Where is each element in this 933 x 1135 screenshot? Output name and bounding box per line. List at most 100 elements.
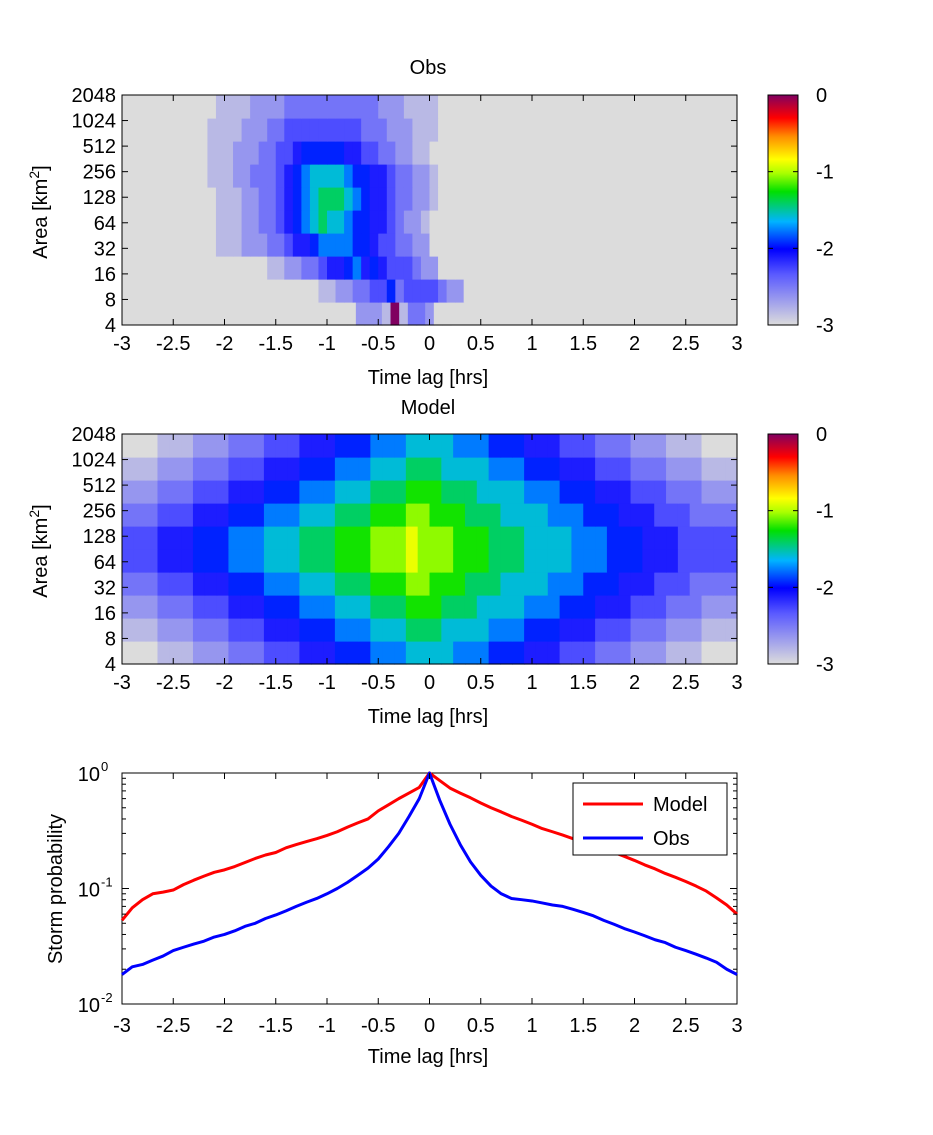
heatmap-cell <box>207 164 217 188</box>
heatmap-cell <box>442 302 452 326</box>
heatmap-cell <box>173 118 183 142</box>
x-tick-label: -2 <box>216 1015 234 1037</box>
heatmap-cell <box>327 210 337 234</box>
heatmap-cell <box>207 118 217 142</box>
heatmap-cell <box>258 210 268 234</box>
x-tick-label: -2.5 <box>156 333 190 355</box>
heatmap-cell <box>216 549 230 573</box>
heatmap-cell <box>547 503 561 527</box>
obs-heatmap <box>122 95 737 326</box>
heatmap-cell <box>453 457 466 481</box>
heatmap-cell <box>122 572 135 596</box>
heatmap-cell <box>386 279 396 303</box>
heatmap-cell <box>181 118 191 142</box>
heatmap-cell <box>284 164 294 188</box>
heatmap-cell <box>370 457 383 481</box>
heatmap-cell <box>654 595 667 619</box>
heatmap-cell <box>438 233 448 257</box>
heatmap-cell <box>258 256 268 280</box>
heatmap-cell <box>133 480 147 504</box>
heatmap-cell <box>240 526 253 550</box>
heatmap-cell <box>446 279 456 303</box>
y-label-superscript: 2 <box>26 510 42 518</box>
heatmap-cell <box>204 572 218 596</box>
heatmap-cell <box>654 434 667 458</box>
heatmap-cell <box>463 118 473 142</box>
heatmap-cell <box>472 279 482 303</box>
heatmap-cell <box>192 480 206 504</box>
x-tick-label: 2 <box>629 672 640 694</box>
heatmap-cell <box>157 480 170 504</box>
heatmap-cell <box>535 572 549 596</box>
heatmap-cell <box>241 95 251 119</box>
heatmap-cell <box>666 618 679 642</box>
heatmap-cell <box>394 595 407 619</box>
heatmap-cell <box>301 95 311 119</box>
heatmap-cell <box>292 95 302 119</box>
heatmap-cell <box>252 618 265 642</box>
heatmap-cell <box>139 141 149 165</box>
heatmap-cell <box>535 595 549 619</box>
heatmap-cell <box>157 434 170 458</box>
heatmap-cell <box>181 164 191 188</box>
heatmap-cell <box>701 572 714 596</box>
heatmap-cell <box>267 256 277 280</box>
heatmap-cell <box>240 549 253 573</box>
heatmap-cell <box>618 549 632 573</box>
heatmap-cell <box>547 480 561 504</box>
heatmap-cell <box>252 434 265 458</box>
heatmap-cell <box>122 641 135 665</box>
heatmap-cell <box>309 95 320 119</box>
x-tick-label: 1.5 <box>569 1015 597 1037</box>
colorbar-tick-label: -2 <box>816 577 834 599</box>
heatmap-cell <box>334 434 348 458</box>
heatmap-cell <box>275 210 285 234</box>
heatmap-cell <box>309 256 320 280</box>
x-tick-label: -1.5 <box>259 1015 293 1037</box>
heatmap-cell <box>204 618 218 642</box>
heatmap-cell <box>677 434 691 458</box>
heatmap-cell <box>559 503 573 527</box>
heatmap-cell <box>713 595 726 619</box>
heatmap-cell <box>500 641 513 665</box>
heatmap-cell <box>284 141 294 165</box>
heatmap-cell <box>198 118 209 142</box>
heatmap-cell <box>420 118 431 142</box>
heatmap-cell <box>287 503 301 527</box>
heatmap-cell <box>455 279 465 303</box>
heatmap-cell <box>438 95 448 119</box>
heatmap-cell <box>344 187 354 211</box>
heatmap-cell <box>258 118 268 142</box>
heatmap-cell <box>145 572 159 596</box>
heatmap-cell <box>252 503 265 527</box>
heatmap-cell <box>642 503 655 527</box>
heatmap-cell <box>164 187 174 211</box>
heatmap-cell <box>654 549 667 573</box>
heatmap-cell <box>263 480 277 504</box>
heatmap-cell <box>382 434 395 458</box>
heatmap-cell <box>382 595 395 619</box>
heatmap-cell <box>595 503 608 527</box>
heatmap-cell <box>713 457 726 481</box>
heatmap-cell <box>571 503 584 527</box>
heatmap-cell <box>606 434 620 458</box>
heatmap-cell <box>417 457 431 481</box>
heatmap-cell <box>198 164 209 188</box>
heatmap-cell <box>524 572 537 596</box>
heatmap-cell <box>358 618 371 642</box>
heatmap-cell <box>358 641 371 665</box>
heatmap-cell <box>263 641 277 665</box>
heatmap-cell <box>547 526 561 550</box>
heatmap-cell <box>472 118 482 142</box>
heatmap-cell <box>169 503 182 527</box>
heatmap-cell <box>464 572 478 596</box>
heatmap-cell <box>352 141 362 165</box>
colorbar-tick-label: -3 <box>816 654 834 676</box>
heatmap-cell <box>381 302 392 326</box>
heatmap-cell <box>198 210 209 234</box>
heatmap-cell <box>583 618 596 642</box>
heatmap-cell <box>386 141 396 165</box>
heatmap-cell <box>654 503 667 527</box>
heatmap-cell <box>630 526 643 550</box>
heatmap-cell <box>287 549 301 573</box>
